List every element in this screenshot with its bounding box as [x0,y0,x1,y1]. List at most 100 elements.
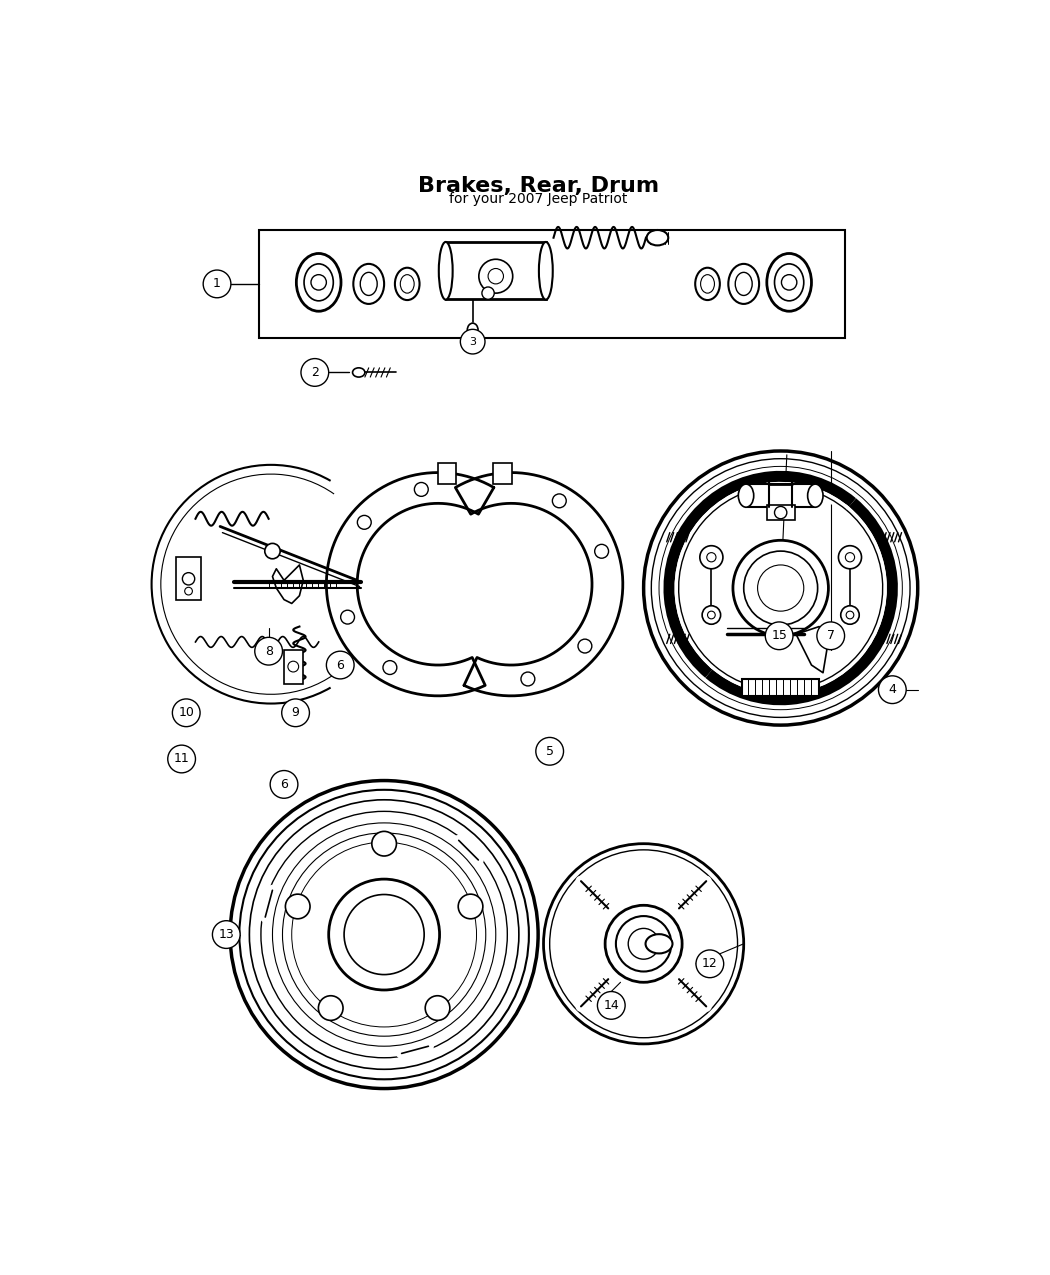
Circle shape [758,565,804,611]
Ellipse shape [353,367,365,377]
Circle shape [344,895,424,974]
Circle shape [255,638,282,666]
Circle shape [286,894,310,919]
Text: 13: 13 [218,928,234,941]
Circle shape [425,996,449,1020]
Text: 6: 6 [336,659,344,672]
Circle shape [578,639,592,653]
Circle shape [270,770,298,798]
Text: 7: 7 [826,630,835,643]
Circle shape [702,606,720,625]
Circle shape [700,546,723,569]
Ellipse shape [353,264,384,303]
Circle shape [340,611,355,623]
Circle shape [781,274,797,289]
Circle shape [250,799,519,1070]
Circle shape [743,551,818,625]
Bar [259,230,844,338]
Circle shape [846,611,854,618]
Circle shape [479,259,512,293]
Text: 5: 5 [546,745,553,757]
Circle shape [230,780,538,1089]
Circle shape [183,572,194,585]
Circle shape [696,950,723,978]
Circle shape [628,928,659,959]
Bar [446,241,546,300]
Text: 6: 6 [280,778,288,790]
Ellipse shape [729,264,759,303]
Circle shape [292,843,477,1026]
Text: 15: 15 [771,630,788,643]
Circle shape [708,611,715,618]
Bar [746,484,815,507]
Circle shape [845,552,855,562]
Circle shape [185,588,192,595]
Text: 2: 2 [311,366,319,379]
Circle shape [383,660,397,674]
Text: 11: 11 [173,752,189,765]
Circle shape [594,544,609,558]
Circle shape [329,878,440,989]
Circle shape [841,606,859,625]
Circle shape [168,745,195,773]
Bar [438,463,456,484]
Ellipse shape [400,274,414,293]
Circle shape [311,274,327,289]
Text: 1: 1 [213,278,220,291]
Ellipse shape [775,264,804,301]
Circle shape [552,493,566,507]
Ellipse shape [807,484,823,507]
Circle shape [733,541,828,636]
Ellipse shape [296,254,341,311]
Circle shape [482,287,495,300]
Circle shape [281,699,310,727]
Circle shape [288,662,298,672]
Text: 3: 3 [469,337,477,347]
Circle shape [817,622,844,650]
Circle shape [260,811,507,1058]
Circle shape [172,699,201,727]
Circle shape [659,467,902,710]
Circle shape [239,789,529,1080]
Circle shape [372,831,397,856]
Circle shape [488,269,504,284]
Circle shape [605,905,682,982]
Bar [176,557,201,599]
Circle shape [651,459,910,718]
Text: 8: 8 [265,645,273,658]
Circle shape [301,358,329,386]
Circle shape [212,921,240,949]
Ellipse shape [695,268,720,300]
Circle shape [544,844,743,1044]
Bar [766,505,795,520]
Circle shape [707,552,716,562]
Ellipse shape [700,274,714,293]
Text: 10: 10 [178,706,194,719]
Ellipse shape [467,323,478,337]
Ellipse shape [766,254,812,311]
Circle shape [458,894,483,919]
Circle shape [597,992,625,1019]
Ellipse shape [646,935,672,954]
Circle shape [550,850,737,1038]
Circle shape [765,622,793,650]
Circle shape [415,482,428,496]
Circle shape [204,270,231,298]
Bar [284,650,303,685]
Ellipse shape [738,484,754,507]
Circle shape [460,329,485,354]
Circle shape [327,652,354,678]
Text: for your 2007 Jeep Patriot: for your 2007 Jeep Patriot [449,191,627,205]
Circle shape [357,515,372,529]
Circle shape [775,506,786,519]
Text: 9: 9 [292,706,299,719]
Circle shape [318,996,343,1020]
Text: Brakes, Rear, Drum: Brakes, Rear, Drum [418,176,658,196]
Text: 12: 12 [702,958,718,970]
Ellipse shape [647,230,668,245]
Circle shape [644,451,918,725]
Bar [494,463,511,484]
Circle shape [879,676,906,704]
Ellipse shape [539,242,552,300]
Circle shape [273,822,496,1047]
